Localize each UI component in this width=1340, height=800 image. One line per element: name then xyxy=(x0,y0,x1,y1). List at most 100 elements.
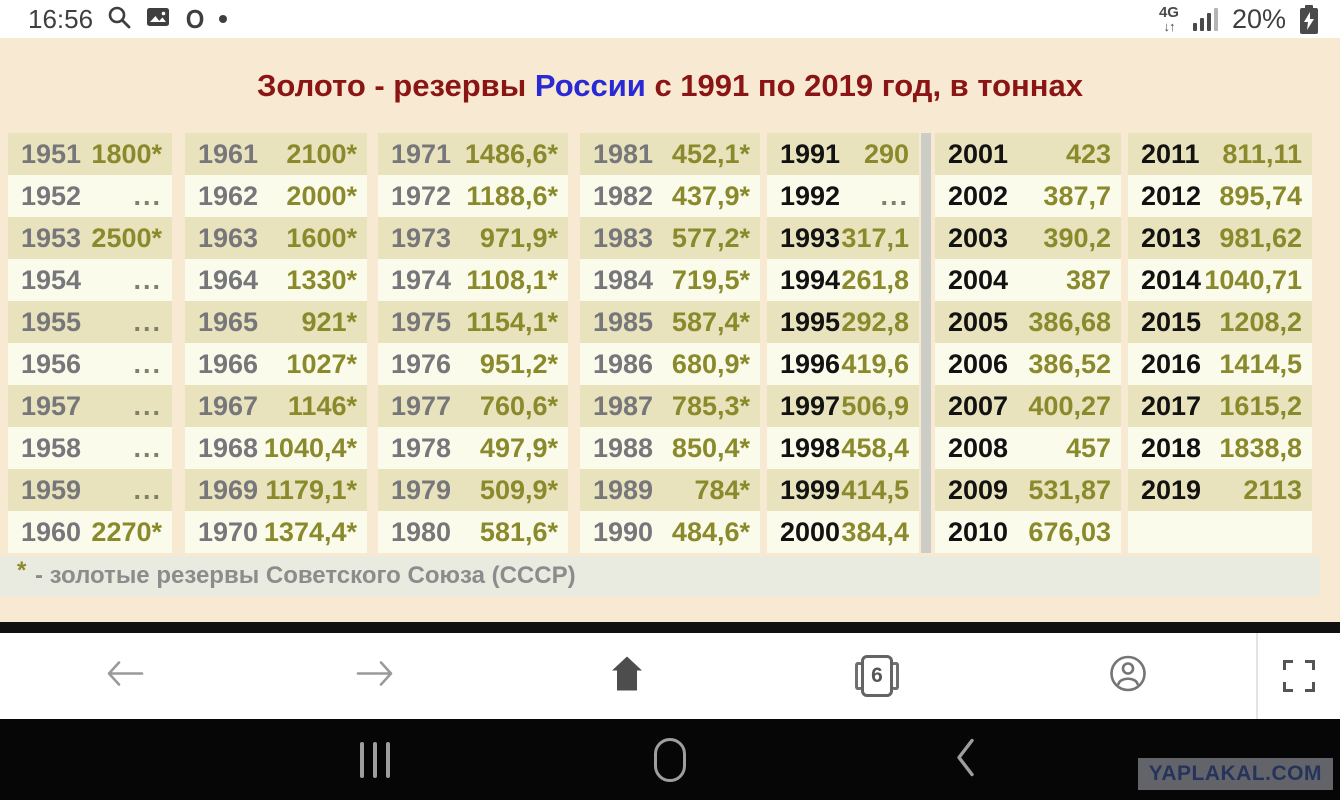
year-cell: 1954 xyxy=(21,264,82,295)
year-cell: 2005 xyxy=(948,306,1009,337)
year-cell: 2009 xyxy=(948,474,1009,505)
year-cell: 1977 xyxy=(391,390,452,421)
year-cell: 1969 xyxy=(198,474,259,505)
value-cell: 1027* xyxy=(286,348,357,379)
opera-icon: O xyxy=(185,3,205,34)
year-cell: 1998 xyxy=(780,432,841,463)
year-cell: 2017 xyxy=(1141,390,1202,421)
year-cell: 1987 xyxy=(593,390,654,421)
footnote-asterisk: * xyxy=(17,557,27,584)
value-cell: 458,4 xyxy=(841,432,909,463)
value-cell: 1108,1* xyxy=(466,264,558,295)
value-cell: 811,11 xyxy=(1222,138,1302,169)
value-cell: 290 xyxy=(863,138,909,169)
year-cell: 1968 xyxy=(198,432,259,463)
recents-button[interactable] xyxy=(360,741,390,778)
table-row: 1973 971,9* xyxy=(378,217,568,259)
value-cell: 457 xyxy=(1065,432,1111,463)
table-row: 1957... xyxy=(8,385,172,427)
scrollbar[interactable] xyxy=(921,133,931,553)
table-row: 1959... xyxy=(8,469,172,511)
tabs-icon: 6 xyxy=(855,655,899,697)
table-row: 1951 1800* xyxy=(8,133,172,175)
value-cell: 509,9* xyxy=(479,474,558,505)
table-row: 1954... xyxy=(8,259,172,301)
table-row: 1994 261,8 xyxy=(767,259,919,301)
year-cell: 1983 xyxy=(593,222,654,253)
year-cell: 2007 xyxy=(948,390,1009,421)
table-row: 1974 1108,1* xyxy=(378,259,568,301)
year-cell: 1966 xyxy=(198,348,259,379)
value-cell: 317,1 xyxy=(841,222,909,253)
back-button[interactable] xyxy=(104,658,146,695)
year-cell: 1974 xyxy=(391,264,452,295)
table-row: 2014 1040,71 xyxy=(1128,259,1312,301)
year-cell: 2014 xyxy=(1141,264,1202,295)
toolbar-divider xyxy=(1256,633,1258,719)
profile-button[interactable] xyxy=(1108,654,1148,699)
table-row: 2005 386,68 xyxy=(935,301,1121,343)
value-cell: 400,27 xyxy=(1028,390,1111,421)
table-row: 1965 921* xyxy=(185,301,367,343)
watermark: YAPLAKAL.COM xyxy=(1137,758,1333,790)
year-cell: 2012 xyxy=(1141,180,1202,211)
table-row: 1981 452,1* xyxy=(580,133,760,175)
table-row: 2010 676,03 xyxy=(935,511,1121,553)
table-row: 1998 458,4 xyxy=(767,427,919,469)
tabs-button[interactable]: 6 xyxy=(855,655,899,697)
status-bar[interactable]: 16:56 O 4G ↓↑ 20% xyxy=(0,0,1340,38)
value-cell: 437,9* xyxy=(671,180,750,211)
table-row: 1969 1179,1* xyxy=(185,469,367,511)
battery-percent: 20% xyxy=(1231,3,1286,34)
table-column: 1981 452,1* 1982 437,9* 1983 577,2* 1984 719,5*… xyxy=(580,133,760,553)
value-cell: ... xyxy=(133,348,162,379)
nav-home-icon xyxy=(654,737,686,782)
title-prefix: Золото - резервы xyxy=(257,67,535,103)
table-row: 2009 531,87 xyxy=(935,469,1121,511)
year-cell: 1989 xyxy=(593,474,654,505)
table-row: 2019 2113 xyxy=(1128,469,1312,511)
value-cell: ... xyxy=(133,180,162,211)
value-cell: 261,8 xyxy=(841,264,909,295)
value-cell: ... xyxy=(133,306,162,337)
value-cell: 497,9* xyxy=(479,432,558,463)
year-cell: 1991 xyxy=(780,138,841,169)
value-cell: 2113 xyxy=(1243,474,1302,505)
table-row: 2013 981,62 xyxy=(1128,217,1312,259)
table-row: 2000 384,4 xyxy=(767,511,919,553)
value-cell: 390,2 xyxy=(1043,222,1111,253)
year-cell: 1971 xyxy=(391,138,452,169)
year-cell: 2019 xyxy=(1141,474,1202,505)
year-cell: 1951 xyxy=(21,138,82,169)
fullscreen-button[interactable] xyxy=(1283,660,1315,692)
value-cell: 1615,2 xyxy=(1219,390,1302,421)
value-cell: 1040,71 xyxy=(1204,264,1302,295)
nav-back-button[interactable] xyxy=(953,735,977,784)
table-row: 1982 437,9* xyxy=(580,175,760,217)
year-cell: 1967 xyxy=(198,390,259,421)
table-row: 2018 1838,8 xyxy=(1128,427,1312,469)
table-row: 1961 2100* xyxy=(185,133,367,175)
value-cell: 1838,8 xyxy=(1219,432,1302,463)
value-cell: 386,52 xyxy=(1028,348,1111,379)
value-cell: 1208,2 xyxy=(1219,306,1302,337)
value-cell: 785,3* xyxy=(671,390,750,421)
table-row: 1995 292,8 xyxy=(767,301,919,343)
table-row: 1953 2500* xyxy=(8,217,172,259)
value-cell: 484,6* xyxy=(671,516,750,547)
year-cell: 2008 xyxy=(948,432,1009,463)
table-row: 1967 1146* xyxy=(185,385,367,427)
year-cell: 2000 xyxy=(780,516,841,547)
home-button[interactable] xyxy=(609,655,645,698)
year-cell: 1980 xyxy=(391,516,452,547)
clock: 16:56 xyxy=(28,3,94,34)
nav-home-button[interactable] xyxy=(654,737,686,782)
year-cell: 1975 xyxy=(391,306,452,337)
table-row: 1977 760,6* xyxy=(378,385,568,427)
value-cell: 2270* xyxy=(91,516,162,547)
year-cell: 2015 xyxy=(1141,306,1202,337)
forward-button[interactable] xyxy=(354,658,396,695)
table-row: 2008 457 xyxy=(935,427,1121,469)
browser-toolbar: 6 xyxy=(0,633,1340,719)
value-cell: 387,7 xyxy=(1043,180,1111,211)
